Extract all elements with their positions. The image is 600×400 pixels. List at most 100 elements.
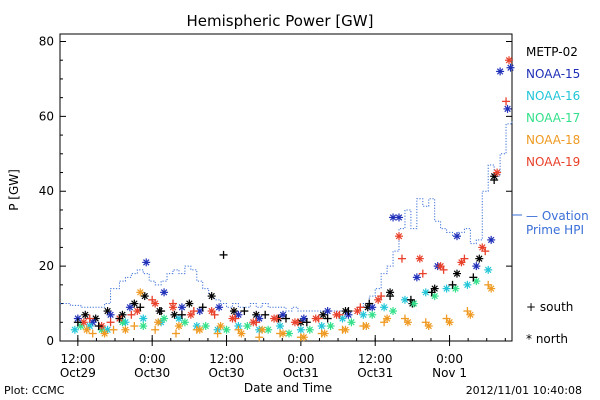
north-point <box>296 325 305 334</box>
north-point <box>374 295 383 304</box>
legend-entry: METP-02 <box>526 45 578 59</box>
south-point <box>380 318 389 327</box>
north-point <box>180 318 189 327</box>
south-point <box>151 325 160 334</box>
north-point <box>338 314 347 323</box>
y-axis-label: P [GW] <box>7 169 21 211</box>
south-point <box>302 318 311 327</box>
south-point <box>377 292 386 301</box>
south-point <box>490 176 499 185</box>
footer-source: Plot: CCMC <box>4 384 65 397</box>
north-point <box>415 254 424 263</box>
plot-frame <box>59 33 513 342</box>
south-point <box>406 295 415 304</box>
north-point <box>389 307 398 316</box>
satellite-points <box>70 56 515 342</box>
north-point <box>139 322 148 331</box>
north-point <box>154 318 163 327</box>
north-point <box>383 314 392 323</box>
south-point <box>282 314 290 323</box>
north-point <box>215 303 224 312</box>
x-tick-label-date: Oct31 <box>357 366 393 380</box>
x-tick-label-time: 12:00 <box>209 352 244 366</box>
north-point <box>207 292 216 301</box>
north-point <box>174 322 183 331</box>
legend-ovation: — Ovation <box>526 209 589 223</box>
north-point <box>305 325 314 334</box>
x-tick-label-time: 12:00 <box>61 352 96 366</box>
north-point <box>493 168 502 177</box>
x-tick-label-time: 0:00 <box>436 352 463 366</box>
north-point <box>142 258 151 267</box>
legend-entry: NOAA-19 <box>526 155 580 169</box>
south-point <box>234 325 243 334</box>
legend-entry: NOAA-15 <box>526 67 580 81</box>
chart-title: Hemispheric Power [GW] <box>187 12 374 30</box>
north-point <box>395 213 403 222</box>
y-axis: 0 20 40 60 80 <box>39 34 512 348</box>
north-point <box>452 269 461 278</box>
south-point <box>448 280 457 289</box>
legend-entry: NOAA-16 <box>526 89 580 103</box>
north-point <box>160 314 169 323</box>
north-point <box>125 303 134 312</box>
north-point <box>412 273 421 282</box>
south-point <box>484 280 493 289</box>
south-point <box>171 329 180 338</box>
south-point <box>397 254 406 263</box>
north-point <box>380 303 389 312</box>
north-point <box>347 318 356 327</box>
x-tick-label-date: Oct31 <box>283 366 319 380</box>
north-point <box>70 325 79 334</box>
south-point <box>481 247 490 256</box>
north-point <box>136 288 145 297</box>
y-tick-label: 60 <box>39 109 54 123</box>
south-point <box>73 318 82 327</box>
x-tick-label-time: 12:00 <box>358 352 393 366</box>
south-point <box>213 329 222 338</box>
south-point <box>439 265 448 274</box>
south-point <box>219 250 228 259</box>
south-point <box>192 325 201 334</box>
north-point <box>201 322 210 331</box>
north-point <box>222 325 231 334</box>
north-point <box>506 63 515 72</box>
south-point <box>317 329 326 338</box>
ovation-hpi-series <box>60 120 513 312</box>
south-point <box>189 307 198 316</box>
x-tick-label-date: Nov 1 <box>432 366 467 380</box>
north-point <box>81 310 90 319</box>
south-point <box>344 307 353 316</box>
south-point <box>261 310 270 319</box>
north-point <box>185 299 194 308</box>
south-point <box>276 329 285 338</box>
south-point <box>115 314 124 323</box>
north-point <box>395 232 403 241</box>
north-point <box>368 310 377 319</box>
south-point <box>94 322 103 331</box>
south-point <box>463 307 472 316</box>
north-point <box>106 310 115 319</box>
north-point <box>472 262 481 271</box>
south-point <box>106 318 115 327</box>
y-tick-label: 40 <box>39 184 54 198</box>
south-point <box>314 314 323 323</box>
south-point <box>356 303 365 312</box>
north-point <box>243 322 252 331</box>
x-axis: 12:00Oct290:00Oct3012:00Oct300:00Oct3112… <box>60 335 506 380</box>
north-point <box>100 329 109 338</box>
south-point <box>169 299 177 308</box>
y-tick-label: 20 <box>39 259 54 273</box>
ovation-line <box>60 120 513 312</box>
north-point <box>264 325 273 334</box>
y-tick-label: 0 <box>46 334 54 348</box>
south-point <box>502 97 511 106</box>
south-point <box>273 314 282 323</box>
north-point <box>229 307 238 316</box>
south-point <box>338 325 347 334</box>
legend: METP-02 NOAA-15 NOAA-16 NOAA-17 NOAA-18 NOAA-… <box>512 45 589 346</box>
legend-south: + south <box>526 300 573 314</box>
north-point <box>466 310 475 319</box>
north-point <box>484 265 493 274</box>
